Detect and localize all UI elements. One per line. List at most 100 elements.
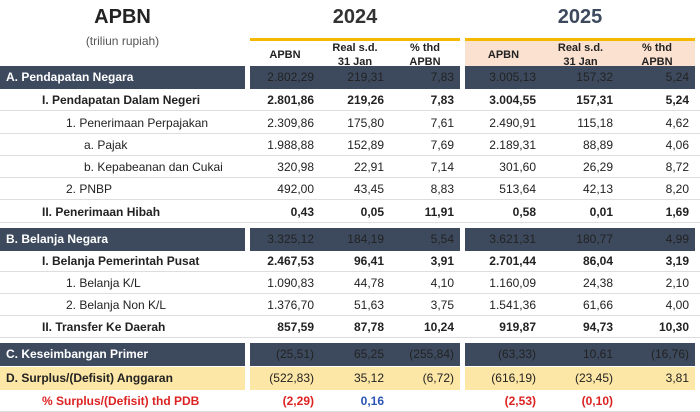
cell-value: 96,41	[353, 254, 384, 268]
cell-value: 1.090,83	[267, 276, 314, 290]
cell-value: 26,29	[582, 160, 613, 174]
table-row: 1. Belanja K/L 1.090,83 44,78 4,10 1.160,09 2…	[0, 272, 700, 294]
column-header-line2: 31 Jan	[337, 56, 373, 68]
cell-value: 3,75	[430, 298, 454, 312]
table-row: I. Belanja Pemerintah Pusat 2.467,53 96,41…	[0, 250, 700, 272]
cell-value: 7,83	[430, 93, 454, 107]
year-2025: 2025	[557, 6, 603, 28]
cell-value: 3.621,31	[489, 232, 536, 246]
cell-value: 43,45	[353, 182, 384, 196]
cell-value: 115,18	[577, 116, 613, 130]
cell-value: (6,72)	[422, 371, 454, 385]
column-header-line2: 31 Jan	[563, 56, 598, 68]
cell-value: (63,33)	[497, 347, 536, 361]
divider	[465, 38, 695, 41]
cell-value: 1.988,88	[267, 138, 314, 152]
row-label: 1. Penerimaan Perpajakan	[66, 116, 209, 130]
cell-value: 65,25	[353, 347, 384, 361]
row-label: a. Pajak	[84, 138, 128, 152]
cell-value: 44,78	[353, 276, 384, 290]
cell-value: 152,89	[347, 138, 384, 152]
cell-value: (2,53)	[504, 394, 536, 408]
column-header-line2: APBN	[409, 56, 441, 68]
cell-value: 2.802,29	[267, 70, 314, 84]
cell-value: 8,20	[665, 182, 689, 196]
cell-value: 3.005,13	[489, 70, 536, 84]
cell-value: 2.189,31	[489, 138, 536, 152]
year-2024: 2024	[332, 6, 378, 28]
row-label: C. Keseimbangan Primer	[0, 343, 245, 366]
cell-value: 4,00	[665, 298, 689, 312]
cell-value: 8,72	[665, 160, 689, 174]
cell-value: 5,24	[665, 70, 689, 84]
row-label: b. Kepabeanan dan Cukai	[84, 160, 223, 174]
table-row: C. Keseimbangan Primer (25,51) 65,25 (255,8…	[0, 343, 700, 366]
cell-value: 0,01	[589, 205, 613, 219]
cell-value: 1,69	[665, 205, 689, 219]
group-2024-bg	[250, 367, 460, 390]
cell-value: 157,31	[576, 93, 613, 107]
cell-value: 22,91	[353, 160, 384, 174]
cell-value: 7,83	[430, 70, 454, 84]
table-title: APBN	[94, 6, 151, 28]
cell-value: 919,87	[499, 320, 536, 334]
group-2024-bg	[250, 228, 460, 251]
column-header: APBN	[465, 48, 542, 62]
cell-value: 2.490,91	[489, 116, 536, 130]
cell-value: 51,63	[353, 298, 384, 312]
cell-value: 8,83	[430, 182, 454, 196]
cell-value: 4,62	[665, 116, 689, 130]
cell-value: 0,05	[360, 205, 384, 219]
column-header-line1: APBN	[487, 49, 520, 61]
divider	[250, 38, 460, 41]
cell-value: 301,60	[499, 160, 536, 174]
cell-value: (25,51)	[275, 347, 314, 361]
group-2025-bg	[465, 343, 695, 366]
cell-value: 1.160,09	[489, 276, 536, 290]
cell-value: 11,91	[424, 205, 454, 219]
cell-value: 35,12	[353, 371, 384, 385]
cell-value: (522,83)	[269, 371, 314, 385]
group-2024-bg	[250, 66, 460, 89]
cell-value: 10,30	[658, 320, 689, 334]
cell-value: 0,58	[512, 205, 536, 219]
row-label: B. Belanja Negara	[0, 228, 245, 251]
group-2025-bg	[465, 66, 695, 89]
table-row: A. Pendapatan Negara 2.802,29 219,31 7,83 3.…	[0, 66, 700, 89]
row-label: D. Surplus/(Defisit) Anggaran	[0, 367, 245, 390]
cell-value	[619, 390, 689, 411]
cell-value: 1.376,70	[267, 298, 314, 312]
table-row: II. Transfer Ke Daerah 857,59 87,78 10,24 91…	[0, 316, 700, 338]
table-row: % Surplus/(Defisit) thd PDB (2,29) 0,16 (2,…	[0, 390, 700, 412]
table-row: B. Belanja Negara 3.325,12 184,19 5,54 3.621…	[0, 228, 700, 251]
unit-label: (triliun rupiah)	[85, 34, 160, 48]
group-2024-bg	[250, 343, 460, 366]
cell-value: 3,19	[665, 254, 689, 268]
cell-value: 2.801,86	[267, 93, 314, 107]
cell-value: 184,19	[347, 232, 384, 246]
column-header-line1: APBN	[269, 49, 301, 61]
column-header: % thd APBN	[390, 41, 460, 69]
table-row: 1. Penerimaan Perpajakan 2.309,86 175,80 7,…	[0, 112, 700, 134]
table-row: b. Kepabeanan dan Cukai 320,98 22,91 7,14 30…	[0, 156, 700, 178]
cell-value: 157,32	[576, 70, 613, 84]
column-header: APBN	[250, 48, 320, 62]
cell-value: 1.541,36	[489, 298, 536, 312]
cell-value: 857,59	[277, 320, 314, 334]
cell-value: 4,06	[665, 138, 689, 152]
cell-value: 175,80	[347, 116, 384, 130]
cell-value: 3.004,55	[489, 93, 536, 107]
header-2025-bg	[465, 41, 695, 66]
cell-value: 2.309,86	[267, 116, 314, 130]
row-label: I. Pendapatan Dalam Negeri	[42, 93, 201, 107]
cell-value: 219,31	[347, 70, 384, 84]
table-header: APBN (triliun rupiah) 2024 2025	[0, 0, 700, 66]
cell-value: 88,89	[582, 138, 613, 152]
table-row: D. Surplus/(Defisit) Anggaran (522,83) 35,…	[0, 367, 700, 390]
table-row: II. Penerimaan Hibah 0,43 0,05 11,91 0,58 0,0…	[0, 201, 700, 223]
cell-value: 2.467,53	[267, 254, 314, 268]
cell-value: 7,69	[430, 138, 454, 152]
cell-value: 94,73	[582, 320, 613, 334]
cell-value	[390, 390, 454, 411]
cell-value: 7,61	[430, 116, 454, 130]
